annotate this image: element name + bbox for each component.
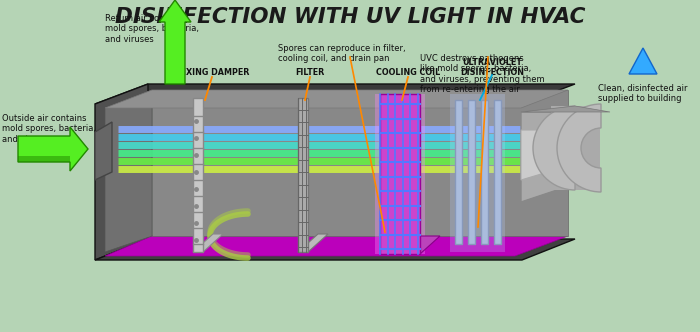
Text: Clean, disinfected air
supplied to building: Clean, disinfected air supplied to build…	[598, 84, 687, 103]
Polygon shape	[18, 156, 70, 162]
Text: Return air contains
mold spores, bacteria,
and viruses: Return air contains mold spores, bacteri…	[105, 14, 199, 44]
Polygon shape	[105, 90, 568, 108]
Polygon shape	[95, 122, 112, 180]
Text: MIXING DAMPER: MIXING DAMPER	[175, 68, 249, 77]
Polygon shape	[298, 98, 308, 252]
Polygon shape	[152, 90, 568, 236]
Text: UVC destroys pathogens
like mold spores, bacteria,
and viruses, preventing them
: UVC destroys pathogens like mold spores,…	[420, 54, 545, 94]
Text: Spores can reproduce in filter,
cooling coil, and drain pan: Spores can reproduce in filter, cooling …	[278, 44, 405, 63]
Polygon shape	[193, 234, 223, 252]
Text: Outside air contains
mold spores, bacteria,
and viruses: Outside air contains mold spores, bacter…	[2, 114, 96, 144]
Polygon shape	[105, 236, 568, 256]
Text: DISINFECTION WITH UV LIGHT IN HVAC: DISINFECTION WITH UV LIGHT IN HVAC	[115, 7, 585, 27]
Polygon shape	[95, 84, 575, 104]
Polygon shape	[298, 234, 328, 252]
Polygon shape	[95, 239, 575, 260]
Polygon shape	[380, 236, 440, 254]
Text: ULTRAVIOLET
DISINFECTION: ULTRAVIOLET DISINFECTION	[460, 57, 524, 77]
Polygon shape	[375, 94, 425, 254]
Polygon shape	[193, 98, 203, 252]
FancyBboxPatch shape	[494, 100, 501, 244]
Polygon shape	[450, 94, 505, 252]
Polygon shape	[380, 94, 420, 254]
Wedge shape	[557, 104, 601, 192]
Polygon shape	[18, 127, 88, 171]
Polygon shape	[551, 106, 600, 190]
FancyBboxPatch shape	[481, 100, 488, 244]
FancyBboxPatch shape	[455, 100, 462, 244]
Polygon shape	[521, 106, 610, 112]
Polygon shape	[629, 48, 657, 74]
Text: COOLING COIL: COOLING COIL	[376, 68, 440, 77]
Polygon shape	[521, 112, 575, 202]
Polygon shape	[159, 0, 191, 84]
Polygon shape	[105, 90, 152, 252]
Polygon shape	[521, 130, 568, 180]
Wedge shape	[533, 106, 575, 190]
FancyBboxPatch shape	[468, 100, 475, 244]
Polygon shape	[95, 84, 148, 260]
Text: FILTER: FILTER	[295, 68, 325, 77]
